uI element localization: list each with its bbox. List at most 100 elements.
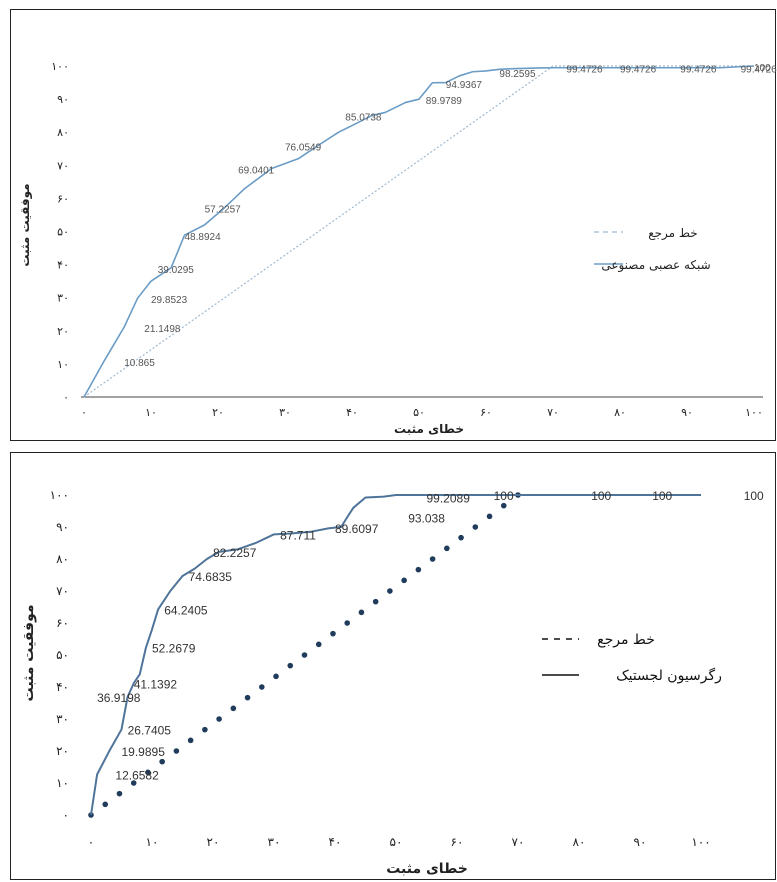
- data-label: 85.0738: [345, 112, 382, 123]
- data-label: 48.8924: [185, 232, 222, 243]
- data-label: 57.2257: [205, 205, 242, 216]
- y-tick-label: ۴۰: [57, 259, 69, 272]
- reference-line-point: [458, 534, 464, 541]
- y-tick-label: ۷۰: [56, 584, 69, 598]
- data-label: 76.0549: [285, 142, 322, 153]
- chart-panel-ann: 10.865 21.1498 29.8523 39.0295 48.8924 57.225…: [10, 9, 777, 441]
- x-tick-label: ۹۰: [681, 406, 693, 419]
- reference-line-point: [244, 694, 251, 701]
- y-tick-label: ۴۰: [56, 680, 69, 694]
- data-label: 99.4726: [620, 65, 657, 76]
- y-tick-label: ۹۰: [56, 520, 69, 534]
- reference-line-point: [202, 726, 208, 733]
- data-label: 100: [591, 489, 611, 503]
- reference-line-point: [415, 566, 422, 573]
- data-label: 82.2257: [213, 546, 257, 560]
- reference-line-point: [358, 609, 365, 616]
- data-label: 93.038: [408, 511, 445, 525]
- x-tick-label: ۸۰: [614, 406, 626, 419]
- reference-line-point: [429, 556, 436, 562]
- data-label: 41.1392: [134, 677, 178, 691]
- reference-line-point: [344, 620, 351, 626]
- reference-line-point: [116, 790, 123, 797]
- roc-series-line: [83, 65, 755, 398]
- reference-line-point: [88, 812, 94, 818]
- x-tick-label: ۱۰۰: [745, 406, 763, 419]
- x-axis-title: خطای مثبت: [386, 861, 468, 877]
- data-label: 99.4726: [566, 65, 603, 76]
- reference-line-point: [330, 630, 336, 637]
- data-label: 87.711: [280, 528, 316, 542]
- x-tick-label: ۱۰: [146, 835, 159, 849]
- x-tick-label: ۰: [81, 406, 87, 419]
- y-tick-label: ۷۰: [57, 159, 69, 172]
- x-tick-label: ۴۰: [346, 406, 358, 419]
- y-tick-label: ۵۰: [57, 226, 69, 239]
- x-tick-label: ۹۰: [634, 835, 647, 849]
- data-label: 64.2405: [164, 603, 208, 617]
- y-tick-label: ۳۰: [57, 292, 69, 305]
- x-tick-label: ۵۰: [390, 835, 403, 849]
- y-tick-label: ۰: [63, 808, 69, 822]
- reference-line-point: [287, 662, 294, 669]
- reference-line: [83, 65, 754, 398]
- y-axis-title: موفقیت مثبت: [18, 183, 33, 266]
- reference-line-point: [273, 673, 279, 680]
- y-tick-label: ۳۰: [56, 712, 69, 726]
- x-tick-label: ۳۰: [268, 835, 281, 849]
- data-label: 100: [744, 489, 764, 503]
- x-axis-title: خطای مثبت: [394, 422, 464, 436]
- data-label: 19.9895: [122, 745, 166, 759]
- reference-line-point: [472, 524, 479, 530]
- reference-line-point: [401, 577, 407, 584]
- x-tick-label: ۸۰: [573, 835, 586, 849]
- reference-line-point: [102, 801, 109, 808]
- data-label: 100: [754, 63, 771, 74]
- data-label: 99.4726: [680, 65, 717, 76]
- reference-line-point: [173, 748, 180, 754]
- data-label: 69.0401: [238, 165, 275, 176]
- reference-line-point: [130, 780, 137, 786]
- data-label: 39.0295: [158, 265, 195, 276]
- data-label: 21.1498: [144, 324, 181, 335]
- data-label: 52.2679: [152, 642, 196, 656]
- legend-ref-label: خط مرجع: [597, 632, 655, 648]
- y-tick-label: ۰: [63, 391, 69, 404]
- y-tick-label: ۱۰۰: [51, 60, 69, 73]
- x-tick-label: ۱۰۰: [691, 835, 710, 849]
- y-tick-label: ۶۰: [57, 192, 69, 205]
- reference-line-point: [230, 705, 237, 712]
- y-tick-label: ۲۰: [57, 325, 69, 338]
- reference-line-point: [216, 716, 222, 722]
- x-tick-label: ۴۰: [329, 835, 342, 849]
- reference-line-point: [259, 684, 265, 690]
- data-label: 12.6582: [115, 768, 159, 782]
- ann-roc-chart: 10.865 21.1498 29.8523 39.0295 48.8924 57.225…: [18, 60, 777, 436]
- data-label: 29.8523: [151, 295, 188, 306]
- y-tick-label: ۶۰: [56, 616, 69, 630]
- x-tick-label: ۷۰: [547, 406, 559, 419]
- x-tick-label: ۰: [88, 835, 94, 849]
- reference-line-point: [372, 598, 379, 605]
- data-label: 89.9789: [426, 96, 463, 107]
- reference-line-point: [444, 545, 450, 552]
- x-tick-label: ۲۰: [212, 406, 224, 419]
- reference-line-point: [145, 769, 151, 776]
- data-label: 99.4726: [741, 65, 777, 76]
- legend-ann-label: شبکه عصبی مصنوعی: [601, 258, 710, 273]
- roc-series-line: [90, 494, 701, 816]
- data-label: 74.6835: [189, 570, 233, 584]
- y-tick-label: ۹۰: [57, 93, 69, 106]
- reference-line-point: [486, 513, 493, 520]
- legend-logistic-label: رگرسیون لجستیک: [616, 667, 722, 684]
- chart-panel-logistic: 12.6582 19.9895 26.7405 36.9198 41.1392 52.26…: [10, 452, 776, 880]
- y-tick-label: ۱۰۰: [50, 488, 69, 502]
- y-axis-title: موفقیت مثبت: [21, 604, 37, 701]
- reference-line-point: [159, 758, 165, 765]
- reference-line-point: [187, 737, 194, 744]
- x-tick-label: ۱۰: [145, 406, 157, 419]
- data-label: 10.865: [124, 358, 155, 369]
- x-tick-label: ۷۰: [512, 835, 525, 849]
- reference-line-point: [500, 502, 507, 509]
